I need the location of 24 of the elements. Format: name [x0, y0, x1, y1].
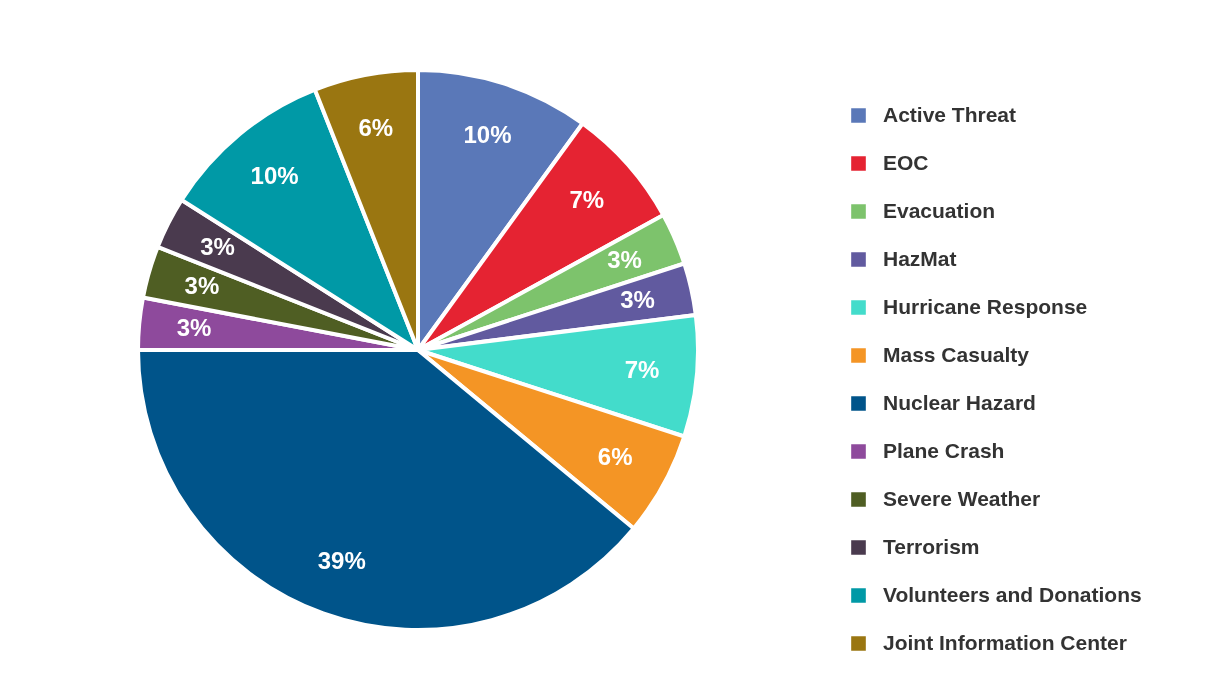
legend-label: EOC [883, 150, 929, 174]
legend-label: Active Threat [883, 102, 1017, 126]
data-label: 3% [176, 313, 212, 341]
legend-label: Evacuation [883, 198, 996, 222]
legend-label: Terrorism [883, 534, 980, 558]
legend-label: Nuclear Hazard [883, 390, 1036, 414]
data-label: 3% [620, 285, 655, 313]
legend-label: Volunteers and Donations [883, 582, 1142, 606]
data-label: 7% [569, 186, 605, 214]
data-label: 7% [624, 356, 660, 384]
data-label: 10% [250, 161, 299, 189]
data-label: 6% [358, 113, 394, 141]
legend-label: Plane Crash [883, 438, 1005, 462]
legend-label: Hurricane Response [883, 294, 1088, 318]
legend-label: Mass Casualty [883, 342, 1030, 366]
legend-label: HazMat [883, 246, 957, 270]
data-label: 10% [463, 121, 512, 149]
data-label: 3% [184, 272, 220, 300]
data-label: 39% [317, 546, 366, 574]
legend-label: Joint Information Center [883, 630, 1127, 654]
data-label: 6% [597, 443, 633, 471]
legend-label: Severe Weather [883, 486, 1041, 510]
data-label: 3% [607, 245, 642, 273]
data-label: 3% [200, 232, 235, 260]
